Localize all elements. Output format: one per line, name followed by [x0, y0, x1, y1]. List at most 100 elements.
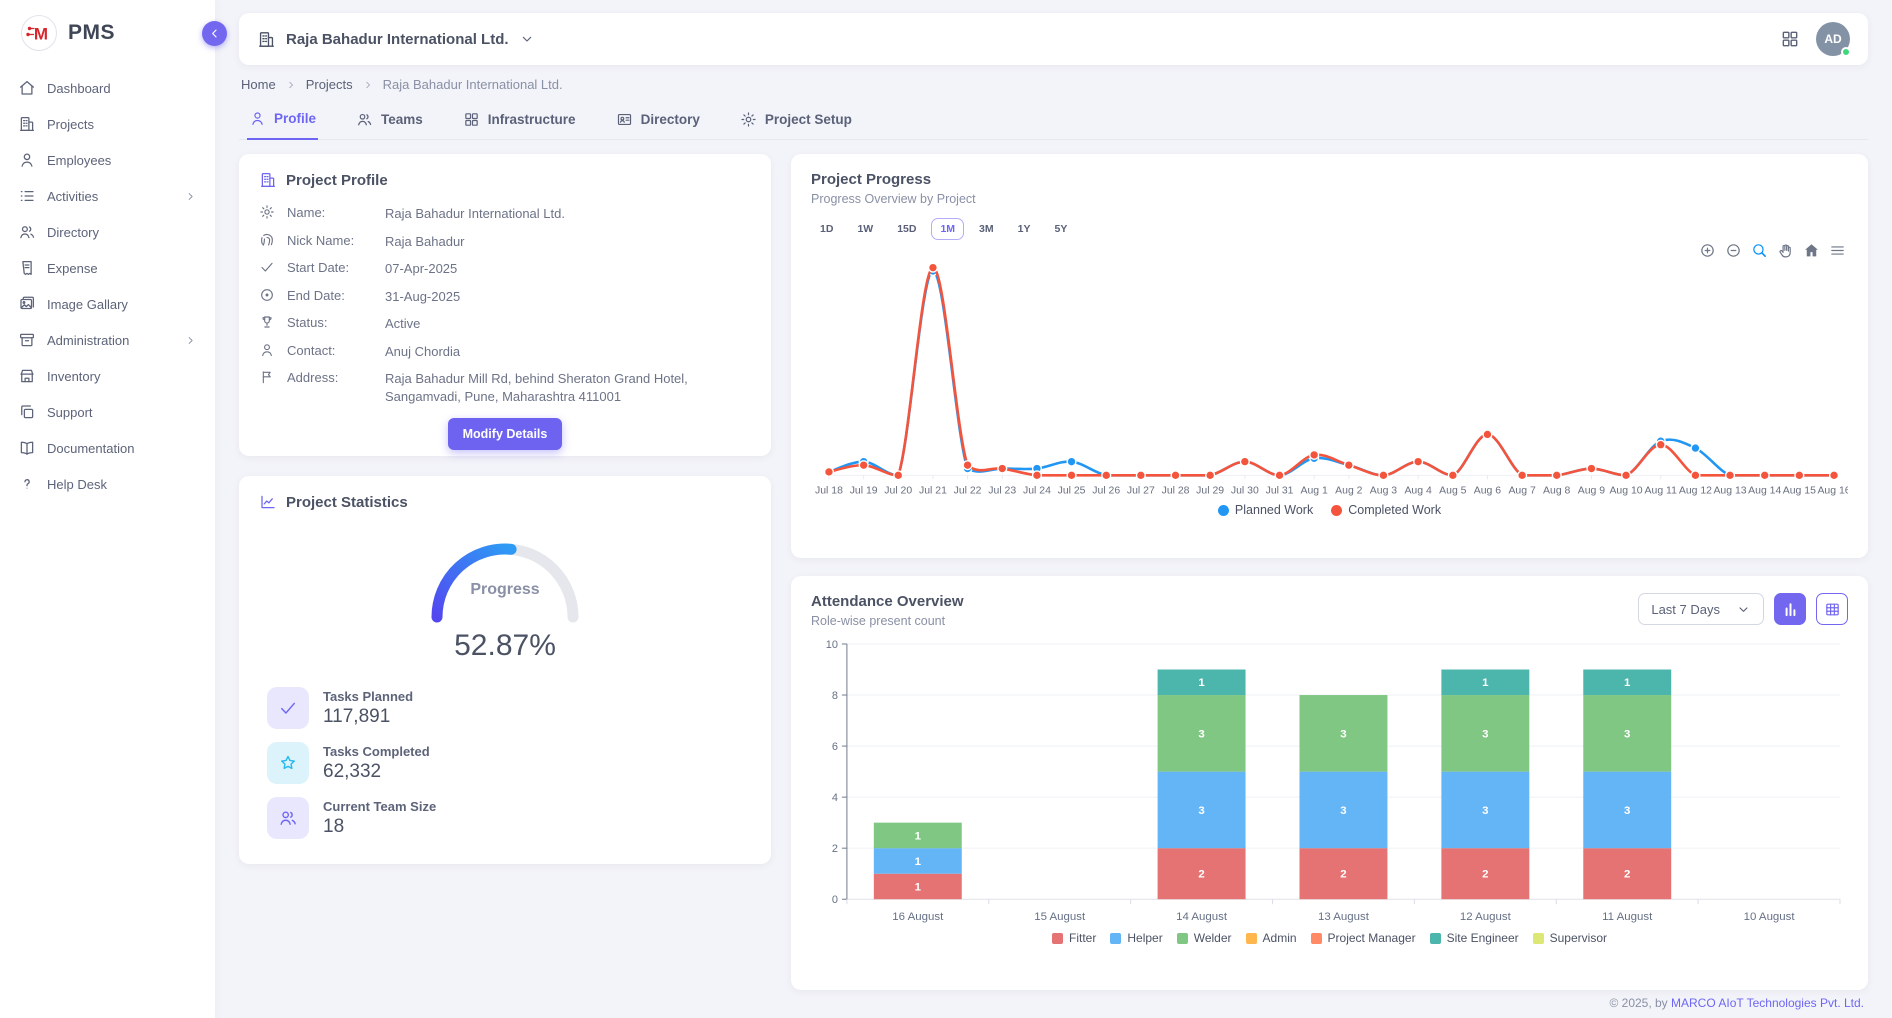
- svg-text:3: 3: [1340, 728, 1346, 740]
- svg-text:15 August: 15 August: [1034, 911, 1086, 923]
- gear-icon: [259, 204, 275, 220]
- breadcrumb-item: Raja Bahadur International Ltd.: [383, 77, 563, 92]
- zoomin-tool-button[interactable]: [1699, 242, 1716, 259]
- svg-text:3: 3: [1624, 728, 1630, 740]
- svg-text:Jul 30: Jul 30: [1231, 485, 1259, 496]
- stat-label: Tasks Completed: [323, 744, 430, 759]
- svg-text:Aug 16: Aug 16: [1817, 485, 1848, 496]
- project-statistics-card: Project Statistics Progress 52.87% Tasks…: [239, 476, 771, 864]
- hand-tool-button[interactable]: [1777, 242, 1794, 259]
- legend-item[interactable]: Supervisor: [1533, 931, 1607, 945]
- star-icon: [278, 753, 298, 773]
- range-button-1m[interactable]: 1M: [931, 218, 964, 240]
- svg-text:2: 2: [1340, 869, 1346, 881]
- table-icon: [1824, 601, 1841, 618]
- sidebar-item-label: Activities: [47, 189, 173, 204]
- sidebar-collapse-button[interactable]: [202, 21, 227, 46]
- legend-item[interactable]: Welder: [1177, 931, 1232, 945]
- svg-text:Jul 26: Jul 26: [1092, 485, 1120, 496]
- legend-item[interactable]: Completed Work: [1331, 503, 1441, 517]
- sidebar-item-activities[interactable]: Activities: [8, 178, 207, 214]
- home-icon: [18, 79, 36, 97]
- legend-item[interactable]: Helper: [1110, 931, 1162, 945]
- svg-text:2: 2: [1482, 869, 1488, 881]
- svg-text:13 August: 13 August: [1318, 911, 1370, 923]
- store-icon: [18, 367, 36, 385]
- range-button-15d[interactable]: 15D: [888, 218, 925, 240]
- sidebar-item-employees[interactable]: Employees: [8, 142, 207, 178]
- user-avatar[interactable]: AD: [1816, 22, 1850, 56]
- sidebar-item-label: Inventory: [47, 369, 197, 384]
- attendance-overview-card: Attendance Overview Role-wise present co…: [791, 576, 1868, 990]
- footer-company-link[interactable]: MARCO AIoT Technologies Pvt. Ltd.: [1671, 996, 1864, 1010]
- zoomout-tool-button[interactable]: [1725, 242, 1742, 259]
- range-button-1w[interactable]: 1W: [848, 218, 882, 240]
- tab-teams[interactable]: Teams: [354, 100, 425, 139]
- book-icon: [18, 439, 36, 457]
- field-value: Anuj Chordia: [385, 343, 751, 361]
- range-button-5y[interactable]: 5Y: [1045, 218, 1076, 240]
- legend-item[interactable]: Project Manager: [1311, 931, 1416, 945]
- legend-item[interactable]: Fitter: [1052, 931, 1096, 945]
- legend-item[interactable]: Planned Work: [1218, 503, 1313, 517]
- sidebar-item-administration[interactable]: Administration: [8, 322, 207, 358]
- receipt-icon: [18, 259, 36, 277]
- field-label: Status:: [287, 315, 373, 330]
- svg-text:11 August: 11 August: [1602, 911, 1653, 923]
- range-button-3m[interactable]: 3M: [970, 218, 1003, 240]
- stat-value: 62,332: [323, 761, 430, 783]
- bar-chart-view-button[interactable]: [1774, 593, 1806, 625]
- brand-name: PMS: [68, 21, 115, 45]
- sidebar-item-help-desk[interactable]: Help Desk: [8, 466, 207, 502]
- footer-copyright: © 2025, by: [1609, 996, 1671, 1010]
- bars-icon: [1782, 601, 1799, 618]
- range-selector: 1D 1W 15D 1M 3M 1Y5Y: [811, 218, 1848, 240]
- tab-project-setup[interactable]: Project Setup: [738, 100, 854, 139]
- target-icon: [259, 287, 275, 303]
- svg-text:14 August: 14 August: [1176, 911, 1228, 923]
- company-selector[interactable]: Raja Bahadur International Ltd.: [257, 30, 535, 49]
- breadcrumb-item[interactable]: Projects: [306, 77, 353, 92]
- sidebar-item-directory[interactable]: Directory: [8, 214, 207, 250]
- chevd-icon: [519, 31, 535, 47]
- sidebar-item-support[interactable]: Support: [8, 394, 207, 430]
- apps-grid-button[interactable]: [1780, 29, 1800, 49]
- tab-profile[interactable]: Profile: [247, 100, 318, 140]
- sidebar-item-label: Expense: [47, 261, 197, 276]
- menu-tool-button[interactable]: [1829, 242, 1846, 259]
- sidebar-item-expense[interactable]: Expense: [8, 250, 207, 286]
- sidebar-item-dashboard[interactable]: Dashboard: [8, 70, 207, 106]
- range-button-1d[interactable]: 1D: [811, 218, 842, 240]
- magnifier-tool-button[interactable]: [1751, 242, 1768, 259]
- svg-text:Aug 14: Aug 14: [1748, 485, 1781, 496]
- legend-item[interactable]: Site Engineer: [1430, 931, 1519, 945]
- grid-icon: [1780, 29, 1800, 49]
- tab-directory[interactable]: Directory: [614, 100, 702, 139]
- tab-infrastructure[interactable]: Infrastructure: [461, 100, 578, 139]
- modify-details-button[interactable]: Modify Details: [448, 418, 563, 450]
- svg-text:Aug 11: Aug 11: [1645, 485, 1678, 496]
- homefill-icon: [1803, 242, 1820, 259]
- sidebar-item-documentation[interactable]: Documentation: [8, 430, 207, 466]
- breadcrumb-item[interactable]: Home: [241, 77, 276, 92]
- profile-field-row: Contact:Anuj Chordia: [259, 343, 751, 361]
- project-profile-card: Project Profile Name:Raja Bahadur Intern…: [239, 154, 771, 456]
- sidebar-item-image-gallary[interactable]: Image Gallary: [8, 286, 207, 322]
- check-icon: [278, 698, 298, 718]
- user-icon: [259, 342, 275, 358]
- sidebar-item-inventory[interactable]: Inventory: [8, 358, 207, 394]
- table-view-button[interactable]: [1816, 593, 1848, 625]
- date-range-select[interactable]: Last 7 Days: [1638, 593, 1764, 625]
- sidebar-item-projects[interactable]: Projects: [8, 106, 207, 142]
- svg-text:Jul 22: Jul 22: [954, 485, 982, 496]
- range-button-1y[interactable]: 1Y: [1009, 218, 1040, 240]
- trophy-icon: [259, 314, 275, 330]
- legend-item[interactable]: Admin: [1246, 931, 1297, 945]
- svg-text:0: 0: [832, 894, 838, 906]
- svg-text:2: 2: [1624, 869, 1630, 881]
- svg-text:Jul 24: Jul 24: [1023, 485, 1051, 496]
- homefill-tool-button[interactable]: [1803, 242, 1820, 259]
- svg-text:6: 6: [832, 741, 838, 753]
- field-value: Raja Bahadur: [385, 233, 751, 251]
- svg-text:Aug 2: Aug 2: [1335, 485, 1363, 496]
